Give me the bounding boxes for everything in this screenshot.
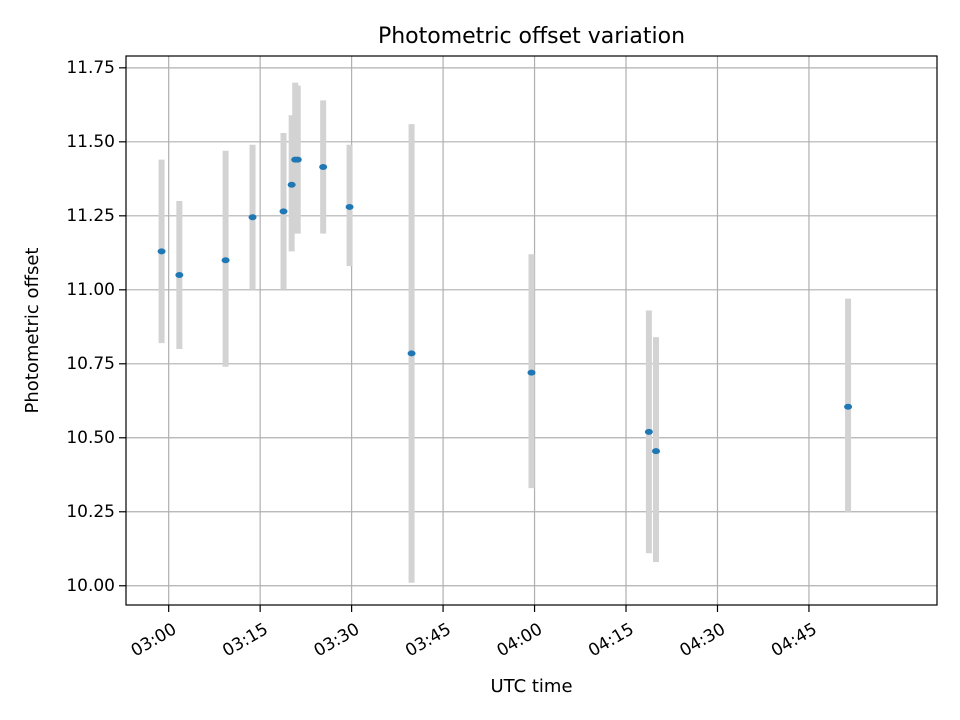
data-points — [157, 156, 853, 455]
data-point — [345, 203, 354, 210]
y-tick-label: 10.00 — [66, 576, 115, 596]
data-point — [221, 257, 230, 264]
data-point — [651, 448, 660, 455]
chart-title: Photometric offset variation — [378, 24, 685, 49]
y-tick-label: 11.25 — [66, 206, 115, 226]
y-tick-label: 10.25 — [66, 502, 115, 522]
y-axis: 10.00 10.25 10.50 10.75 11.00 11.25 11.50 11.75 — [66, 58, 126, 596]
data-point — [844, 403, 853, 410]
y-tick-label: 10.50 — [66, 428, 115, 448]
data-point — [248, 214, 257, 221]
data-point — [279, 208, 288, 215]
x-axis-label: UTC time — [490, 676, 572, 697]
data-point — [175, 272, 184, 279]
data-point — [319, 163, 328, 170]
data-point — [644, 428, 653, 435]
data-point — [407, 350, 416, 357]
y-tick-label: 11.50 — [66, 132, 115, 152]
data-point — [527, 369, 536, 376]
data-point — [157, 248, 166, 255]
plot-frame — [125, 55, 938, 606]
y-axis-label: Photometric offset — [22, 248, 43, 414]
y-tick-label: 11.75 — [66, 58, 115, 78]
data-point — [293, 156, 302, 163]
y-tick-label: 10.75 — [66, 354, 115, 374]
y-tick-label: 11.00 — [66, 280, 115, 300]
data-point — [287, 181, 296, 188]
